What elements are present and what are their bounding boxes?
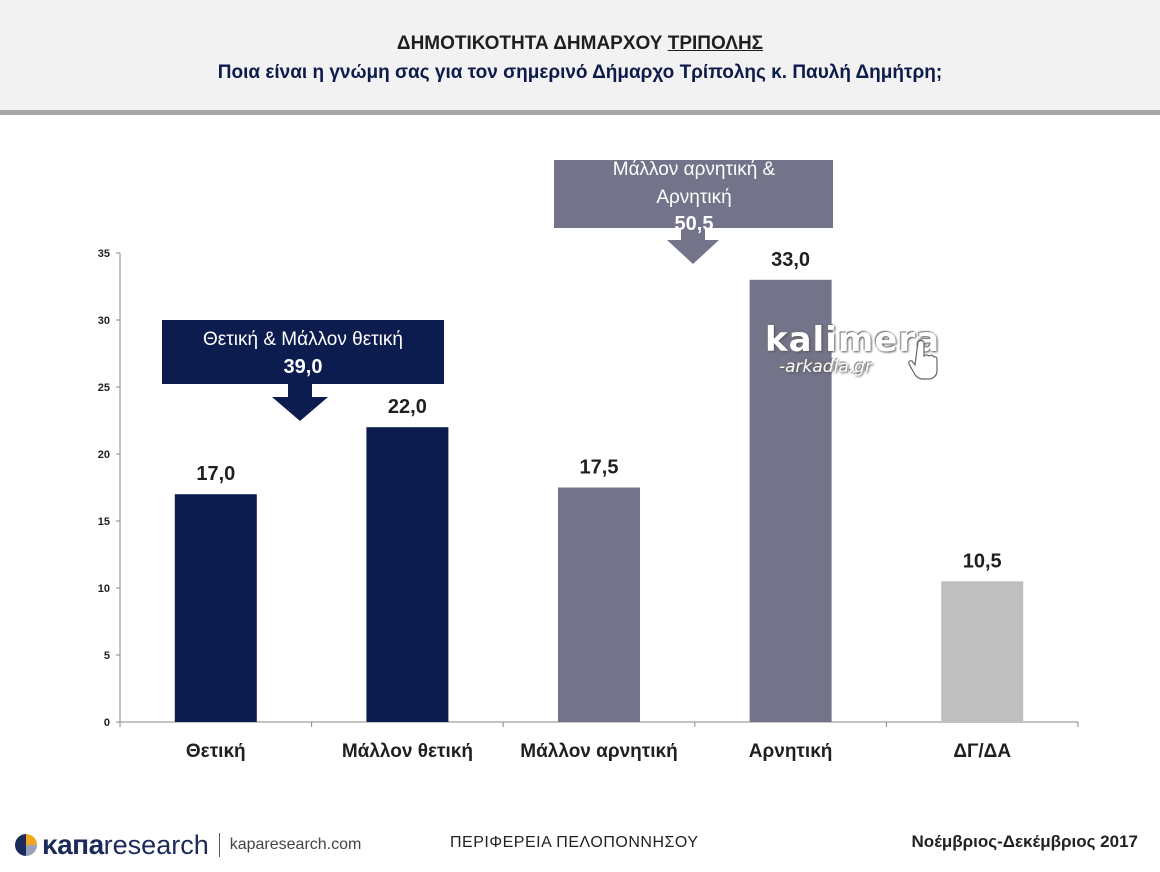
- logo-mark-icon: [15, 834, 37, 856]
- footer-site: kaparesearch.com: [229, 836, 362, 853]
- pointer-hand-icon: [908, 339, 938, 380]
- y-tick-label: 5: [104, 650, 110, 662]
- bar: [174, 494, 257, 722]
- bar-value-label: 22,0: [388, 396, 427, 418]
- kaparesearch-logo: κапа research kaparesearch.com: [14, 829, 362, 860]
- chart-bars: 17,0 Θετική 22,0 Μάλλον θετική 17,5 Μάλλον αρ…: [174, 249, 1024, 762]
- y-tick-label: 25: [98, 382, 110, 394]
- bar: [749, 279, 832, 722]
- y-tick-label: 30: [98, 315, 110, 327]
- page-subtitle: Ποια είναι η γνώμη σας για τον σημερινό …: [217, 62, 943, 83]
- callout-negative-label-1: Μάλλον αρνητική &: [613, 159, 776, 180]
- watermark: kalimera -arkadia.gr: [765, 322, 940, 376]
- title-prefix: ΔΗΜΟΤΙΚΟΤΗΤΑ ΔΗΜΑΡΧΟΥ: [396, 33, 668, 54]
- footer-region: ΠΕΡΙΦΕΡΕΙΑ ΠΕΛΟΠΟΝΝΗΣΟΥ: [450, 834, 699, 851]
- header-band: [0, 0, 1160, 110]
- callout-positive-label: Θετική & Μάλλον θετική: [203, 329, 403, 350]
- callout-negative-label-2: Αρνητική: [656, 187, 731, 208]
- callout-negative-box: [554, 160, 833, 228]
- callout-positive-value: 39,0: [284, 356, 323, 378]
- bar: [558, 487, 640, 722]
- chart-callouts: Θετική & Μάλλον θετική 39,0 Μάλλον αρνητικ…: [162, 159, 833, 421]
- watermark-sub: -arkadia.gr: [779, 357, 872, 377]
- logo-research-text: research: [103, 829, 209, 860]
- bar-value-label: 17,0: [196, 463, 235, 485]
- bar-value-label: 17,5: [580, 457, 619, 479]
- y-tick-label: 20: [98, 449, 110, 461]
- callout-positive-arrow: [272, 384, 328, 421]
- y-tick-label: 0: [104, 717, 110, 729]
- header-divider: [0, 110, 1160, 115]
- callout-negative-arrow: [667, 228, 719, 264]
- y-tick-label: 10: [98, 583, 110, 595]
- page-title: ΔΗΜΟΤΙΚΟΤΗΤΑ ΔΗΜΑΡΧΟΥ ΤΡΙΠΟΛΗΣ: [0, 33, 1160, 55]
- x-category-label: Αρνητική: [749, 741, 833, 762]
- x-category-label: Θετική: [186, 741, 246, 762]
- bar: [941, 581, 1024, 722]
- callout-negative-value: 50,5: [675, 213, 714, 235]
- title-underlined: ΤΡΙΠΟΛΗΣ: [667, 33, 764, 54]
- y-tick-label: 15: [98, 516, 110, 528]
- logo-kapa-text: κапа: [42, 829, 104, 860]
- y-tick-label: 35: [98, 248, 110, 260]
- bar-value-label: 10,5: [963, 550, 1002, 572]
- bar: [366, 427, 449, 722]
- x-category-label: Μάλλον θετική: [342, 741, 473, 762]
- x-category-label: Μάλλον αρνητική: [520, 741, 677, 762]
- watermark-main: kalimera: [765, 320, 941, 360]
- x-category-label: ΔΓ/ΔΑ: [953, 741, 1011, 762]
- callout-positive-box: [162, 320, 444, 384]
- bar-value-label: 33,0: [771, 249, 810, 271]
- logo-separator: [218, 833, 220, 857]
- footer-date: Νοέμβριος-Δεκέμβριος 2017: [911, 832, 1138, 851]
